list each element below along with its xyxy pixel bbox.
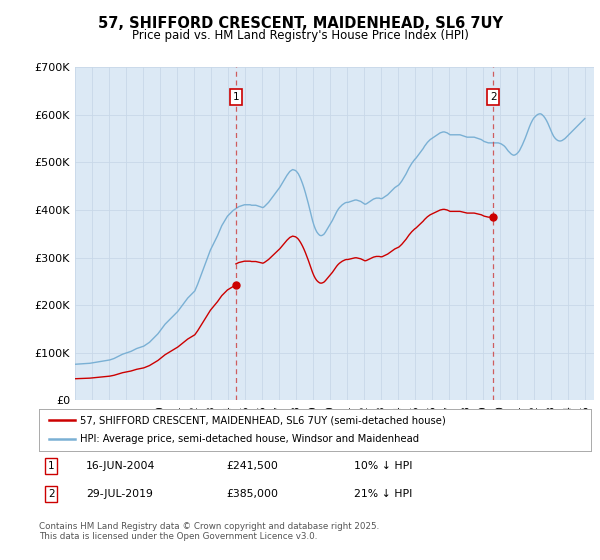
Text: 1: 1 bbox=[232, 92, 239, 102]
Text: 21% ↓ HPI: 21% ↓ HPI bbox=[353, 489, 412, 499]
Text: £241,500: £241,500 bbox=[227, 461, 278, 471]
Text: 29-JUL-2019: 29-JUL-2019 bbox=[86, 489, 153, 499]
Text: 1: 1 bbox=[48, 461, 55, 471]
Text: Price paid vs. HM Land Registry's House Price Index (HPI): Price paid vs. HM Land Registry's House … bbox=[131, 29, 469, 42]
Text: 57, SHIFFORD CRESCENT, MAIDENHEAD, SL6 7UY (semi-detached house): 57, SHIFFORD CRESCENT, MAIDENHEAD, SL6 7… bbox=[80, 415, 446, 425]
Text: 2: 2 bbox=[48, 489, 55, 499]
Text: 16-JUN-2004: 16-JUN-2004 bbox=[86, 461, 155, 471]
Text: £385,000: £385,000 bbox=[227, 489, 278, 499]
Text: 10% ↓ HPI: 10% ↓ HPI bbox=[353, 461, 412, 471]
Text: HPI: Average price, semi-detached house, Windsor and Maidenhead: HPI: Average price, semi-detached house,… bbox=[80, 435, 419, 445]
Text: Contains HM Land Registry data © Crown copyright and database right 2025.
This d: Contains HM Land Registry data © Crown c… bbox=[39, 522, 379, 542]
Text: 2: 2 bbox=[490, 92, 497, 102]
Text: 57, SHIFFORD CRESCENT, MAIDENHEAD, SL6 7UY: 57, SHIFFORD CRESCENT, MAIDENHEAD, SL6 7… bbox=[97, 16, 503, 31]
